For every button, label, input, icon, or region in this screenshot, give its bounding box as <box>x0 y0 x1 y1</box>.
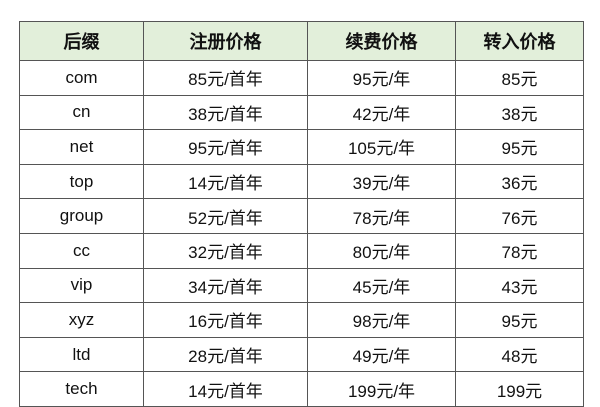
cell-renew-price: 80元/年 <box>307 232 456 269</box>
table-row: com 85元/首年 95元/年 85元 <box>19 60 584 96</box>
cell-suffix: top <box>19 163 144 200</box>
cell-renew-price: 39元/年 <box>307 163 456 200</box>
cell-transfer-price: 95元 <box>455 129 584 165</box>
table-row: ltd 28元/首年 49元/年 48元 <box>19 336 584 373</box>
cell-renew-price: 78元/年 <box>307 198 456 234</box>
cell-register-price: 95元/首年 <box>143 129 308 165</box>
cell-transfer-price: 78元 <box>455 232 584 269</box>
header-register-price: 注册价格 <box>143 21 308 61</box>
cell-suffix: vip <box>19 267 144 304</box>
cell-suffix: cc <box>19 232 144 269</box>
cell-register-price: 34元/首年 <box>143 267 308 304</box>
cell-register-price: 38元/首年 <box>143 94 308 131</box>
table-row: xyz 16元/首年 98元/年 95元 <box>19 302 584 338</box>
cell-suffix: ltd <box>19 336 144 373</box>
cell-renew-price: 42元/年 <box>307 94 456 131</box>
cell-renew-price: 95元/年 <box>307 60 456 96</box>
cell-renew-price: 45元/年 <box>307 267 456 304</box>
cell-transfer-price: 199元 <box>455 371 584 407</box>
cell-register-price: 14元/首年 <box>143 371 308 407</box>
cell-renew-price: 105元/年 <box>307 129 456 165</box>
table-row: tech 14元/首年 199元/年 199元 <box>19 371 584 407</box>
cell-renew-price: 199元/年 <box>307 371 456 407</box>
cell-register-price: 28元/首年 <box>143 336 308 373</box>
cell-transfer-price: 36元 <box>455 163 584 200</box>
cell-suffix: com <box>19 60 144 96</box>
header-transfer-price: 转入价格 <box>455 21 584 61</box>
header-renew-price: 续费价格 <box>307 21 456 61</box>
cell-suffix: cn <box>19 94 144 131</box>
cell-transfer-price: 85元 <box>455 60 584 96</box>
cell-suffix: net <box>19 129 144 165</box>
cell-transfer-price: 38元 <box>455 94 584 131</box>
table-row: group 52元/首年 78元/年 76元 <box>19 198 584 234</box>
table-row: vip 34元/首年 45元/年 43元 <box>19 267 584 304</box>
cell-register-price: 32元/首年 <box>143 232 308 269</box>
table-row: top 14元/首年 39元/年 36元 <box>19 163 584 200</box>
table-row: cc 32元/首年 80元/年 78元 <box>19 232 584 269</box>
cell-register-price: 16元/首年 <box>143 302 308 338</box>
cell-transfer-price: 48元 <box>455 336 584 373</box>
cell-transfer-price: 76元 <box>455 198 584 234</box>
cell-suffix: tech <box>19 371 144 407</box>
cell-suffix: group <box>19 198 144 234</box>
cell-transfer-price: 95元 <box>455 302 584 338</box>
cell-register-price: 52元/首年 <box>143 198 308 234</box>
table-row: cn 38元/首年 42元/年 38元 <box>19 94 584 131</box>
cell-renew-price: 49元/年 <box>307 336 456 373</box>
domain-price-table: 后缀 注册价格 续费价格 转入价格 com 85元/首年 95元/年 85元 cn 38元… <box>19 21 584 407</box>
cell-register-price: 14元/首年 <box>143 163 308 200</box>
cell-renew-price: 98元/年 <box>307 302 456 338</box>
cell-register-price: 85元/首年 <box>143 60 308 96</box>
header-suffix: 后缀 <box>19 21 144 61</box>
table-row: net 95元/首年 105元/年 95元 <box>19 129 584 165</box>
cell-suffix: xyz <box>19 302 144 338</box>
cell-transfer-price: 43元 <box>455 267 584 304</box>
header-row: 后缀 注册价格 续费价格 转入价格 <box>19 21 584 61</box>
